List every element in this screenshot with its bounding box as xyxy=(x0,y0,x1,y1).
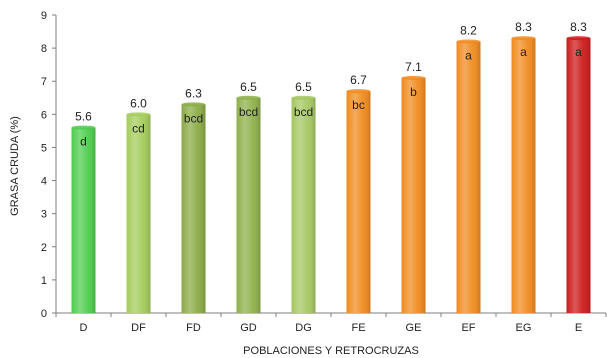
bars: 5.6 d 6.0 cd 6.3 bcd 6.5 bcd 6.5 bcd 6.7 bc 7.1 b 8.2 a… xyxy=(71,20,591,314)
group-label: d xyxy=(80,135,87,149)
group-label: bc xyxy=(352,98,365,112)
group-label: bcd xyxy=(184,111,203,125)
bar-group: 6.5 bcd xyxy=(236,80,261,314)
value-label: 8.3 xyxy=(515,20,532,34)
group-label: b xyxy=(410,85,417,99)
bar-cap xyxy=(291,95,316,100)
x-tick-label: DF xyxy=(131,322,146,334)
bar-highlight xyxy=(346,91,371,314)
bar-cap xyxy=(401,75,426,80)
value-label: 6.3 xyxy=(185,86,202,100)
y-tick-label: 2 xyxy=(41,242,47,254)
x-tick-label: EG xyxy=(516,322,532,334)
bar-group: 6.0 cd xyxy=(126,96,151,313)
x-tick-label: GE xyxy=(406,322,422,334)
x-tick-label: EF xyxy=(461,322,475,334)
bar-group: 8.3 a xyxy=(511,20,536,314)
x-tick-label: GD xyxy=(240,322,257,334)
y-tick-label: 4 xyxy=(41,176,47,188)
y-tick-label: 1 xyxy=(41,275,47,287)
y-tick-label: 0 xyxy=(41,308,47,320)
bar-highlight xyxy=(566,38,591,314)
bar-group: 6.5 bcd xyxy=(291,80,316,314)
y-tick-label: 3 xyxy=(41,209,47,221)
y-tick-label: 7 xyxy=(41,76,47,88)
y-axis-title: GRASA CRUDA (%) xyxy=(9,116,21,216)
x-axis-ticks: D DF FD GD DG FE GE EF EG E xyxy=(55,313,607,334)
y-axis-ticks: 0 1 2 3 4 5 6 7 8 9 xyxy=(41,10,56,320)
y-tick-label: 8 xyxy=(41,43,47,55)
value-label: 8.2 xyxy=(460,23,477,37)
bar-highlight xyxy=(511,38,536,314)
bar-group: 5.6 d xyxy=(71,110,96,313)
bar-group: 6.7 bc xyxy=(346,73,371,314)
value-label: 6.5 xyxy=(295,80,312,94)
bar-group: 8.3 a xyxy=(566,20,591,314)
bar-cap xyxy=(566,36,591,41)
group-label: a xyxy=(465,48,472,62)
bar-group: 7.1 b xyxy=(401,60,426,314)
y-tick-label: 5 xyxy=(41,142,47,154)
bar-highlight xyxy=(71,127,96,313)
bar-cap xyxy=(236,95,261,100)
x-tick-label: D xyxy=(80,322,88,334)
x-tick-label: FD xyxy=(186,322,201,334)
bar-cap xyxy=(126,112,151,117)
bar-highlight xyxy=(236,97,261,314)
bar-cap xyxy=(181,102,206,107)
x-tick-label: FE xyxy=(351,322,365,334)
bar-cap xyxy=(71,125,96,130)
group-label: bcd xyxy=(294,105,313,119)
bar-cap xyxy=(346,89,371,94)
x-tick-label: DG xyxy=(295,322,312,334)
x-tick-label: E xyxy=(575,322,582,334)
x-axis-title: POBLACIONES Y RETROCRUZAS xyxy=(243,345,419,357)
value-label: 5.6 xyxy=(75,110,92,124)
bar-group: 6.3 bcd xyxy=(181,86,206,314)
group-label: bcd xyxy=(239,105,258,119)
value-label: 6.5 xyxy=(240,80,257,94)
bar-cap xyxy=(456,39,481,44)
bar-highlight xyxy=(291,97,316,314)
value-label: 7.1 xyxy=(405,60,422,74)
bar-highlight xyxy=(401,77,426,314)
bar-highlight xyxy=(456,41,481,313)
group-label: cd xyxy=(132,121,145,135)
bar-cap xyxy=(511,36,536,41)
y-tick-label: 9 xyxy=(41,10,47,22)
value-label: 6.7 xyxy=(350,73,367,87)
bar-highlight xyxy=(181,104,206,314)
group-label: a xyxy=(575,45,582,59)
bar-highlight xyxy=(126,114,151,313)
value-label: 6.0 xyxy=(130,96,147,110)
bar-group: 8.2 a xyxy=(456,23,481,313)
value-label: 8.3 xyxy=(570,20,587,34)
y-tick-label: 6 xyxy=(41,109,47,121)
group-label: a xyxy=(520,45,527,59)
